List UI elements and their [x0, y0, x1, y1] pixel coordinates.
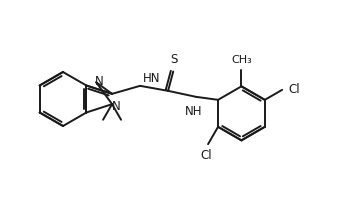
Text: CH₃: CH₃: [231, 55, 252, 65]
Text: Cl: Cl: [200, 149, 212, 162]
Text: NH: NH: [185, 105, 203, 118]
Text: Cl: Cl: [288, 83, 300, 96]
Text: N: N: [112, 100, 120, 113]
Text: S: S: [170, 53, 178, 65]
Text: HN: HN: [143, 72, 160, 85]
Text: N: N: [95, 75, 103, 88]
